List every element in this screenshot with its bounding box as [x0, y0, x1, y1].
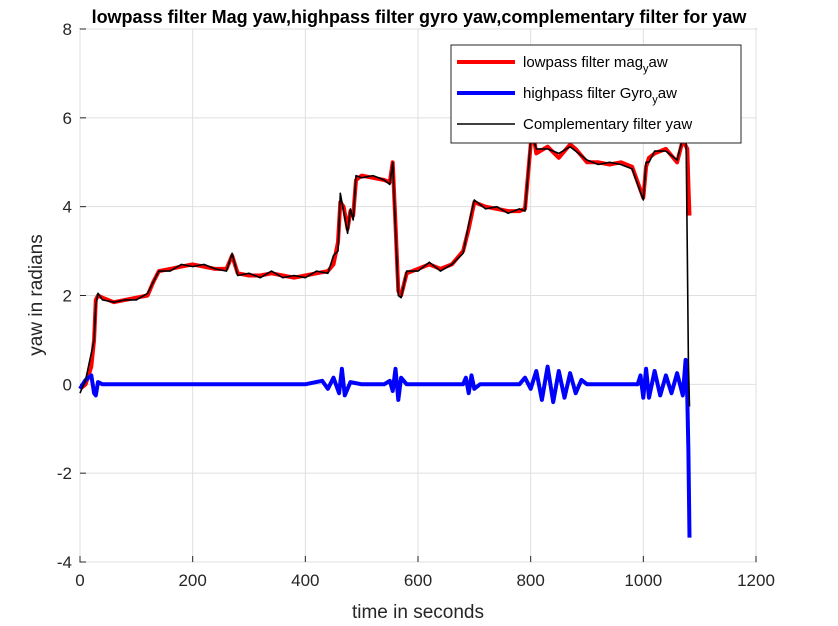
x-axis-label: time in seconds — [352, 602, 484, 623]
legend-text-rest: aw — [658, 85, 677, 102]
x-tick-label: 0 — [75, 571, 84, 590]
y-tick-label: 8 — [63, 20, 72, 39]
x-tick-label: 1200 — [737, 571, 775, 590]
y-axis-ticks: -4 -2 0 2 4 6 8 — [57, 20, 86, 572]
x-tick-label: 600 — [404, 571, 432, 590]
legend-entry-label: highpass filter Gyroyaw — [523, 85, 677, 106]
series-highpass-gyro-yaw — [78, 357, 692, 538]
series-complementary-yaw — [79, 137, 691, 407]
x-tick-label: 1000 — [624, 571, 662, 590]
legend-entry-label: Complementary filter yaw — [523, 116, 692, 133]
series-lowpass-mag-yaw — [78, 133, 692, 391]
y-axis-label: yaw in radians — [26, 234, 47, 355]
y-tick-label: 4 — [63, 198, 72, 217]
y-tick-label: -4 — [57, 553, 72, 572]
legend-text-main: lowpass filter mag — [523, 54, 643, 71]
series-lines — [78, 133, 692, 538]
legend-text-rest: aw — [649, 54, 668, 71]
legend-text-subscript: y — [652, 94, 658, 106]
legend-text-main: Complementary filter yaw — [523, 116, 692, 133]
legend-text-subscript: y — [643, 63, 649, 75]
y-tick-label: -2 — [57, 464, 72, 483]
y-tick-label: 6 — [63, 109, 72, 128]
x-tick-label: 200 — [178, 571, 206, 590]
y-tick-label: 0 — [63, 375, 72, 394]
x-axis-ticks: 0 200 400 600 800 1000 1200 — [75, 556, 775, 590]
x-tick-label: 800 — [516, 571, 544, 590]
legend-entry-label: lowpass filter magyaw — [523, 54, 668, 75]
legend-text-main: highpass filter Gyro — [523, 85, 652, 102]
y-tick-label: 2 — [63, 287, 72, 306]
chart-title: lowpass filter Mag yaw,highpass filter g… — [92, 7, 748, 27]
x-tick-label: 400 — [291, 571, 319, 590]
